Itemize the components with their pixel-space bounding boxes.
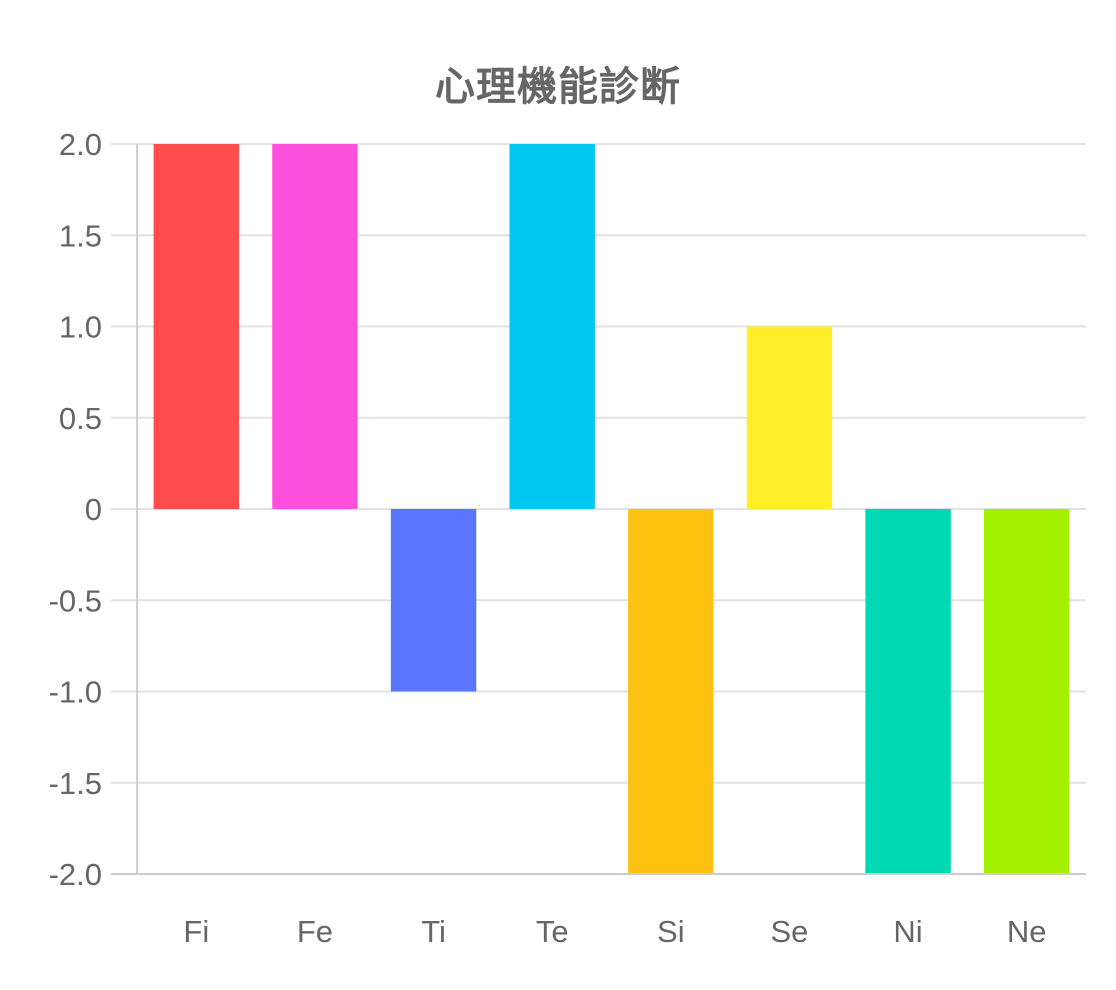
bar-fe: [272, 144, 358, 509]
y-tick-label: -2.0: [49, 857, 102, 892]
x-tick-label: Ti: [421, 914, 446, 949]
bar-fi: [153, 144, 240, 509]
y-tick-label: 0: [85, 492, 102, 527]
y-axis-tick-labels: 2.0 1.5 1.0 0.5 0 -0.5 -1.0 -1.5 -2.0: [49, 127, 102, 892]
axes: [111, 144, 1086, 875]
x-tick-label: Te: [536, 914, 569, 949]
x-tick-label: Ne: [1007, 914, 1047, 949]
bar-ti: [390, 509, 477, 692]
x-tick-label: Ni: [893, 914, 922, 949]
x-tick-label: Fi: [183, 914, 209, 949]
bar-si: [628, 509, 714, 874]
y-tick-label: 0.5: [59, 401, 102, 436]
y-tick-label: 1.5: [59, 218, 102, 253]
x-tick-label: Fe: [297, 914, 333, 949]
x-tick-label: Se: [770, 914, 808, 949]
chart-title: 心理機能診断: [435, 64, 681, 110]
y-tick-label: -1.5: [49, 766, 102, 801]
x-axis-tick-labels: Fi Fe Ti Te Si Se Ni Ne: [183, 914, 1046, 949]
bar-te: [509, 144, 595, 509]
bars: [153, 144, 1070, 874]
y-tick-label: 1.0: [59, 310, 102, 345]
y-tick-label: -0.5: [49, 583, 102, 618]
x-tick-label: Si: [657, 914, 685, 949]
y-tick-label: -1.0: [49, 675, 102, 710]
bar-ni: [865, 509, 951, 874]
bar-se: [746, 326, 833, 509]
bar-ne: [983, 509, 1070, 874]
y-tick-label: 2.0: [59, 127, 102, 162]
